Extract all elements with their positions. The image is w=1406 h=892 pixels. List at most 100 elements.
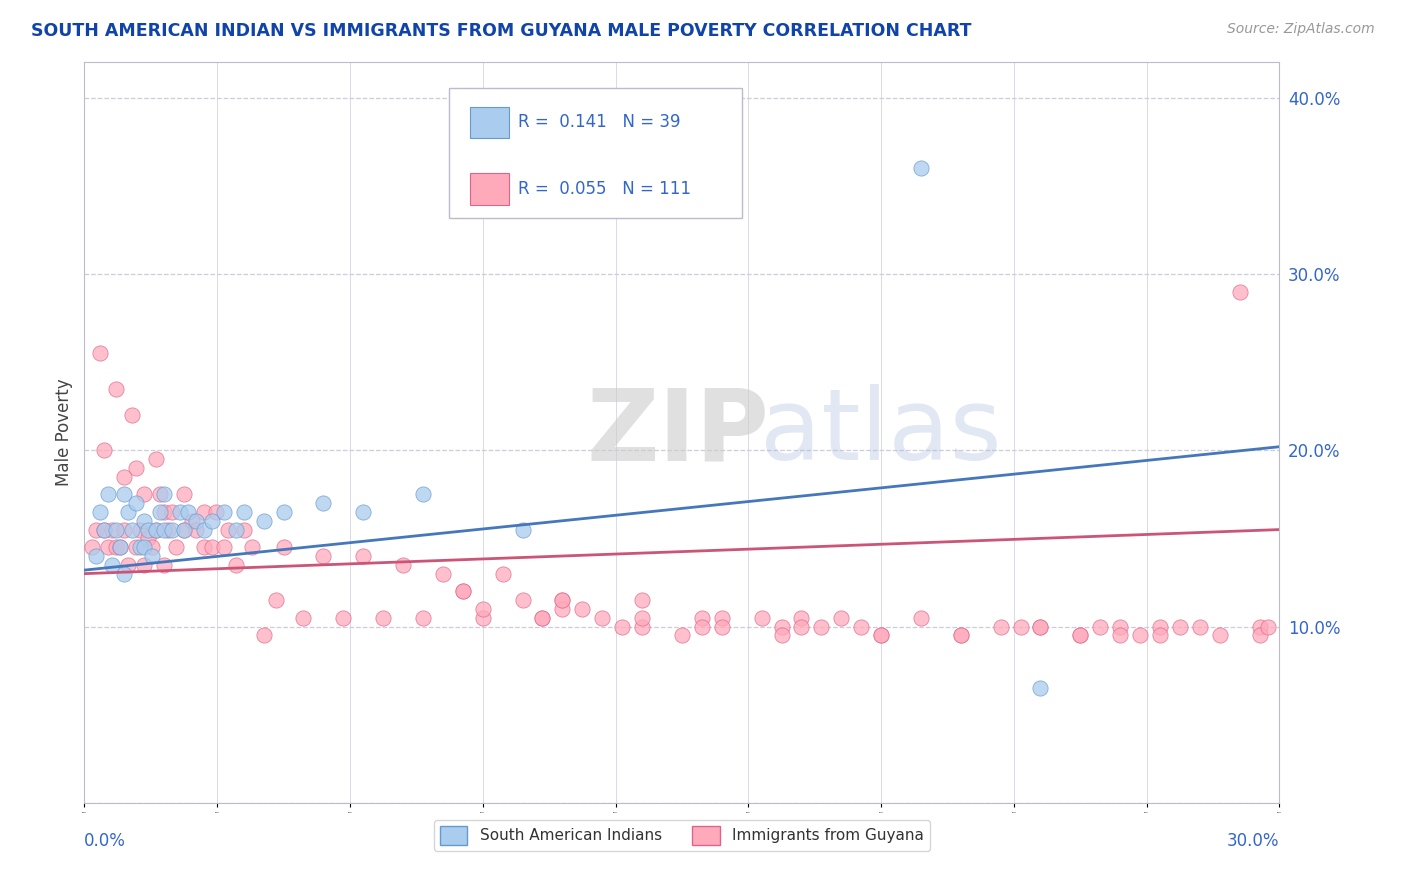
Point bbox=[132, 514, 156, 528]
Point bbox=[145, 523, 167, 537]
Point bbox=[149, 505, 172, 519]
Point bbox=[1029, 619, 1052, 633]
Point bbox=[105, 523, 128, 537]
Point bbox=[492, 566, 515, 581]
Point bbox=[101, 558, 124, 572]
Point bbox=[1149, 628, 1171, 642]
Point bbox=[432, 566, 454, 581]
Point bbox=[332, 610, 354, 624]
Point bbox=[145, 523, 167, 537]
Point bbox=[551, 593, 574, 607]
Point bbox=[217, 523, 239, 537]
Point bbox=[184, 514, 207, 528]
Point bbox=[125, 540, 148, 554]
Point bbox=[1249, 628, 1271, 642]
Point bbox=[830, 610, 852, 624]
Text: SOUTH AMERICAN INDIAN VS IMMIGRANTS FROM GUYANA MALE POVERTY CORRELATION CHART: SOUTH AMERICAN INDIAN VS IMMIGRANTS FROM… bbox=[31, 22, 972, 40]
Point bbox=[870, 628, 893, 642]
FancyBboxPatch shape bbox=[449, 88, 742, 218]
Point bbox=[949, 628, 972, 642]
Point bbox=[1010, 619, 1032, 633]
Point bbox=[240, 540, 263, 554]
Point bbox=[212, 505, 235, 519]
Point bbox=[770, 619, 793, 633]
Point bbox=[86, 549, 108, 563]
Point bbox=[412, 610, 434, 624]
Point bbox=[136, 523, 159, 537]
Point bbox=[125, 461, 148, 475]
Point bbox=[551, 593, 574, 607]
Text: atlas: atlas bbox=[759, 384, 1001, 481]
Point bbox=[112, 523, 135, 537]
Point bbox=[571, 602, 593, 616]
Point bbox=[225, 558, 247, 572]
Point bbox=[145, 452, 167, 467]
Point bbox=[193, 523, 215, 537]
Point bbox=[412, 487, 434, 501]
Point bbox=[105, 382, 128, 396]
Point bbox=[117, 505, 139, 519]
Text: Source: ZipAtlas.com: Source: ZipAtlas.com bbox=[1227, 22, 1375, 37]
Point bbox=[870, 628, 893, 642]
Point bbox=[1257, 619, 1279, 633]
FancyBboxPatch shape bbox=[471, 173, 509, 204]
Point bbox=[1109, 628, 1132, 642]
Point bbox=[173, 523, 195, 537]
Point bbox=[990, 619, 1012, 633]
Point bbox=[149, 487, 172, 501]
Point bbox=[910, 610, 932, 624]
Point bbox=[292, 610, 315, 624]
Point bbox=[97, 487, 120, 501]
Point bbox=[1188, 619, 1211, 633]
Point bbox=[949, 628, 972, 642]
Point bbox=[169, 505, 191, 519]
Point bbox=[153, 558, 176, 572]
Point bbox=[160, 523, 183, 537]
Point bbox=[173, 487, 195, 501]
Point bbox=[112, 469, 135, 483]
Point bbox=[101, 523, 124, 537]
Point bbox=[1168, 619, 1191, 633]
Point bbox=[86, 523, 108, 537]
Point bbox=[132, 558, 156, 572]
Point bbox=[1249, 619, 1271, 633]
Text: ZIP: ZIP bbox=[586, 384, 769, 481]
Point bbox=[671, 628, 693, 642]
Point bbox=[690, 619, 713, 633]
Point bbox=[201, 540, 224, 554]
Text: 30.0%: 30.0% bbox=[1227, 832, 1279, 850]
Point bbox=[631, 619, 654, 633]
Point bbox=[751, 610, 773, 624]
Point bbox=[264, 593, 287, 607]
Point bbox=[710, 610, 733, 624]
Point bbox=[132, 540, 156, 554]
Point bbox=[181, 514, 204, 528]
Text: 0.0%: 0.0% bbox=[84, 832, 127, 850]
FancyBboxPatch shape bbox=[471, 107, 509, 138]
Point bbox=[153, 487, 176, 501]
Point bbox=[690, 610, 713, 624]
Point bbox=[93, 523, 115, 537]
Point bbox=[1029, 619, 1052, 633]
Point bbox=[710, 619, 733, 633]
Point bbox=[1229, 285, 1251, 299]
Point bbox=[512, 523, 534, 537]
Point bbox=[82, 540, 104, 554]
Point bbox=[591, 610, 613, 624]
Point bbox=[112, 566, 135, 581]
Point bbox=[121, 408, 143, 422]
Point bbox=[129, 540, 152, 554]
Point bbox=[631, 610, 654, 624]
Point bbox=[110, 540, 132, 554]
Point bbox=[512, 593, 534, 607]
Point bbox=[205, 505, 228, 519]
Point bbox=[125, 496, 148, 510]
Point bbox=[153, 523, 176, 537]
Point bbox=[89, 346, 111, 360]
Point bbox=[193, 540, 215, 554]
Point bbox=[273, 540, 295, 554]
Point bbox=[201, 514, 224, 528]
Point bbox=[770, 628, 793, 642]
Point bbox=[97, 540, 120, 554]
Point bbox=[121, 523, 143, 537]
